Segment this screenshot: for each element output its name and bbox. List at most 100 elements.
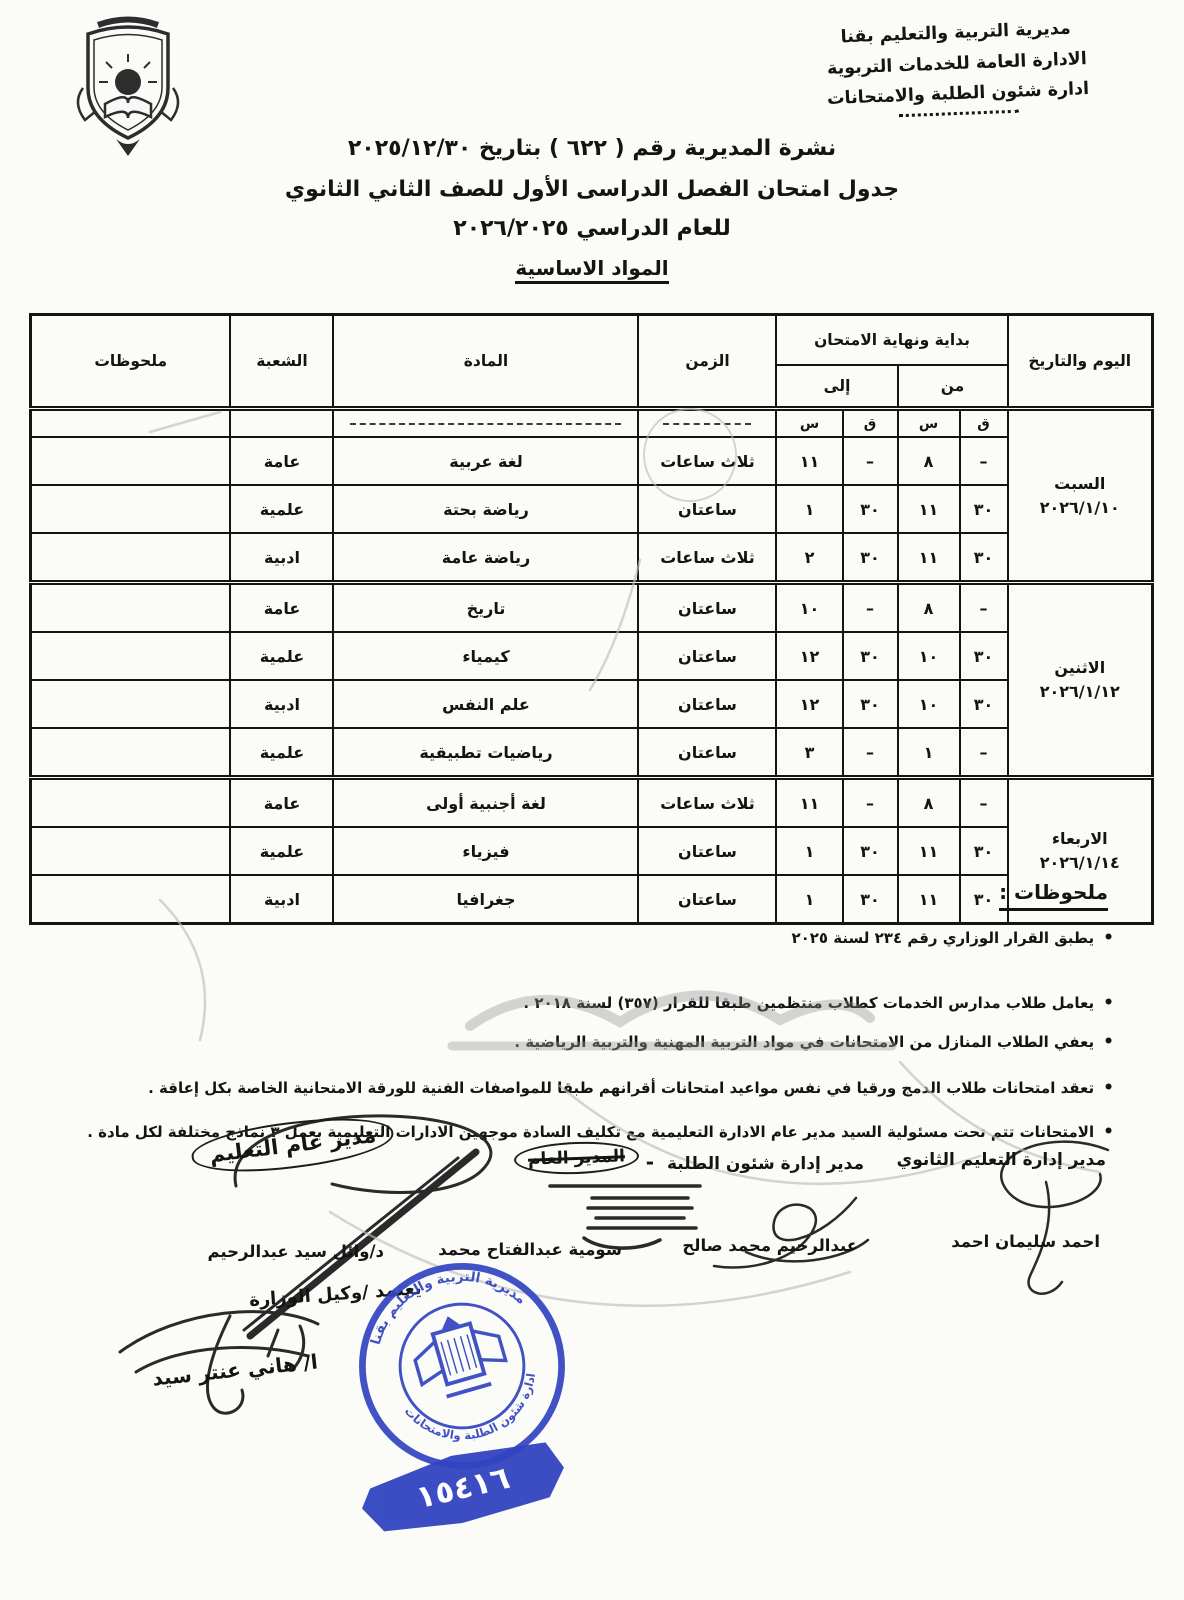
academic-year-line: للعام الدراسي ٢٠٢٦/٢٠٢٥ [453, 216, 731, 241]
cell-to-hour: ١٠ [775, 580, 844, 633]
bulletin-number-line: نشرة المديرية رقم ( ٦٢٢ ) بتاريخ ٢٠٢٥/١٢… [347, 136, 837, 161]
day-date: ٢٠٢٦/١/١٠ [1039, 497, 1120, 517]
signatory-name: د/وائل سيد عبدالرحيم [207, 1242, 384, 1261]
cell-section: علمية [229, 631, 335, 681]
signatory-name: سومية عبدالفتاح محمد [438, 1240, 622, 1259]
cell-notes [29, 436, 232, 486]
cell-to-hour: ٣ [775, 727, 844, 779]
note-text: يطبق القرار الوزاري رقم ٢٣٤ لسنة ٢٠٢٥ [791, 929, 1095, 947]
cell-notes [29, 484, 232, 534]
bullet-icon: • [1103, 1032, 1114, 1053]
cell-notes [29, 826, 232, 876]
cell-from-hour: ١١ [896, 532, 961, 584]
table-row: ٣٠ ١١ ٣٠ ٢ ثلاث ساعات رياضة عامة ادبية [29, 532, 1152, 584]
cell-notes [29, 679, 232, 729]
cell-subject: كيمياء [332, 631, 640, 681]
signature-title-education-director-general: مدير عام التعليم [188, 1109, 397, 1181]
col-header-section: الشعبة [229, 313, 335, 410]
document-titles: نشرة المديرية رقم ( ٦٢٢ ) بتاريخ ٢٠٢٥/١٢… [0, 138, 1184, 284]
cell-subject: تاريخ [332, 580, 640, 633]
basic-subjects-subtitle: المواد الاساسية [515, 258, 669, 284]
table-row: الاربعاء ٢٠٢٦/١/١٤ – ٨ – ١١ ثلاث ساعات ل… [29, 775, 1154, 925]
table-row: ٣٠ ١٠ ٣٠ ١٢ ساعتان كيمياء علمية [29, 631, 1152, 681]
cell-notes [29, 775, 232, 828]
day-cell-monday: الاثنين ٢٠٢٦/١/١٢ [1006, 580, 1154, 779]
cell-section: علمية [229, 727, 335, 779]
cell-from-hour: ١٠ [896, 679, 961, 729]
cell-duration: ساعتان [637, 484, 778, 534]
col-header-day: اليوم والتاريخ [1006, 313, 1154, 410]
cell-notes [29, 580, 232, 633]
cell-to-hour: ١ [775, 826, 844, 876]
cell-from-min: – [958, 775, 1009, 828]
cell-from-hour: ٨ [896, 580, 961, 633]
cell-section: علمية [229, 484, 335, 534]
table-row: ٣٠ ١١ ٣٠ ١ ساعتان فيزياء علمية [29, 826, 1152, 876]
cell-duration: ساعتان [637, 580, 778, 633]
cell-duration: ساعتان [637, 631, 778, 681]
col-header-subject: المادة [332, 313, 640, 410]
cell-subject: رياضيات تطبيقية [332, 727, 640, 779]
cell-duration: ثلاث ساعات [637, 436, 778, 486]
approver-name: ا/ هاني عنتر سيد [151, 1349, 319, 1391]
ministry-emblem-logo [76, 16, 180, 156]
cell-section: عامة [229, 580, 335, 633]
cell-duration: ساعتان [637, 874, 778, 925]
cell-subject: رياضة عامة [332, 532, 640, 584]
cell-duration-blank [637, 406, 778, 438]
cell-duration: ثلاث ساعات [637, 532, 778, 584]
signature-title-student-affairs: مدير إدارة شئون الطلبة [666, 1154, 864, 1174]
cell-notes [29, 631, 232, 681]
cell-section: عامة [229, 775, 335, 828]
bullet-icon: • [1103, 928, 1114, 948]
table-row: – ٨ – ١١ ثلاث ساعات لغة عربية عامة [29, 436, 1152, 486]
cell-from-hour: ٨ [896, 775, 961, 828]
cell-to-hour: ١ [775, 484, 844, 534]
cell-from-hour: ١٠ [896, 631, 961, 681]
cell-notes [29, 727, 232, 779]
cell-section: ادبية [229, 679, 335, 729]
note-text: يعفي الطلاب المنازل من الامتحانات في موا… [514, 1033, 1095, 1052]
cell-duration: ساعتان [637, 679, 778, 729]
bullet-icon: • [1103, 1077, 1114, 1098]
table-row: ٣٠ ١٠ ٣٠ ١٢ ساعتان علم النفس ادبية [29, 679, 1152, 729]
cell-to-min: – [841, 436, 899, 486]
day-name: الاثنين [1054, 658, 1106, 677]
cell-from-min: ٣٠ [958, 532, 1009, 584]
cell-to-min: – [841, 727, 899, 779]
exam-schedule-table: اليوم والتاريخ بداية ونهاية الامتحان الز… [28, 313, 1154, 925]
bullet-icon: • [1103, 1121, 1114, 1142]
table-row: ٣٠ ١١ ٣٠ ١ ساعتان رياضة بحتة علمية [29, 484, 1152, 534]
cell-to-min: ٣٠ [841, 532, 899, 584]
note-item: • يطبق القرار الوزاري رقم ٢٣٤ لسنة ٢٠٢٥ [68, 926, 1114, 951]
stamp-arc-top-text: مديرية التربية والتعليم بقنا [355, 1249, 532, 1350]
cell-from-min: ٣٠ [958, 679, 1009, 729]
cell-from-min: ٣٠ [958, 484, 1009, 534]
cell-to-hour: ١١ [775, 436, 844, 486]
stamp-number: ١٥٤١٦ [412, 1459, 514, 1517]
cell-from-min: – [958, 727, 1009, 779]
bullet-icon: • [1103, 992, 1114, 1013]
cell-subject-blank [332, 406, 640, 438]
cell-to-hour: ١ [775, 874, 844, 925]
cell-notes-blank [29, 406, 232, 438]
col-header-notes: ملحوظات [29, 313, 232, 410]
day-date: ٢٠٢٦/١/١٢ [1039, 682, 1120, 701]
dash-mark: - [645, 1150, 654, 1174]
cell-duration: ثلاث ساعات [637, 775, 778, 828]
day-cell-wednesday: الاربعاء ٢٠٢٦/١/١٤ [1006, 775, 1154, 925]
cell-from-hour: ١ [896, 727, 961, 779]
note-text: يعامل طلاب مدارس الخدمات كطلاب منتظمين ط… [523, 993, 1095, 1012]
cell-duration: ساعتان [637, 826, 778, 876]
day-cell-saturday: السبت ٢٠٢٦/١/١٠ [1006, 406, 1154, 584]
unit-from-minutes: ق [958, 406, 1009, 438]
signature-title-general-director: المدير العام [513, 1139, 640, 1177]
cell-to-min: ٣٠ [841, 484, 899, 534]
cell-from-hour: ١١ [896, 484, 961, 534]
struck-title: المدير العام [513, 1139, 640, 1177]
cell-to-hour: ١٢ [775, 679, 844, 729]
cell-subject: علم النفس [332, 679, 640, 729]
note-text: تعقد امتحانات طلاب الدمج ورقيا في نفس مو… [148, 1078, 1095, 1097]
col-header-from: من [896, 364, 1009, 410]
cell-notes [29, 532, 232, 584]
